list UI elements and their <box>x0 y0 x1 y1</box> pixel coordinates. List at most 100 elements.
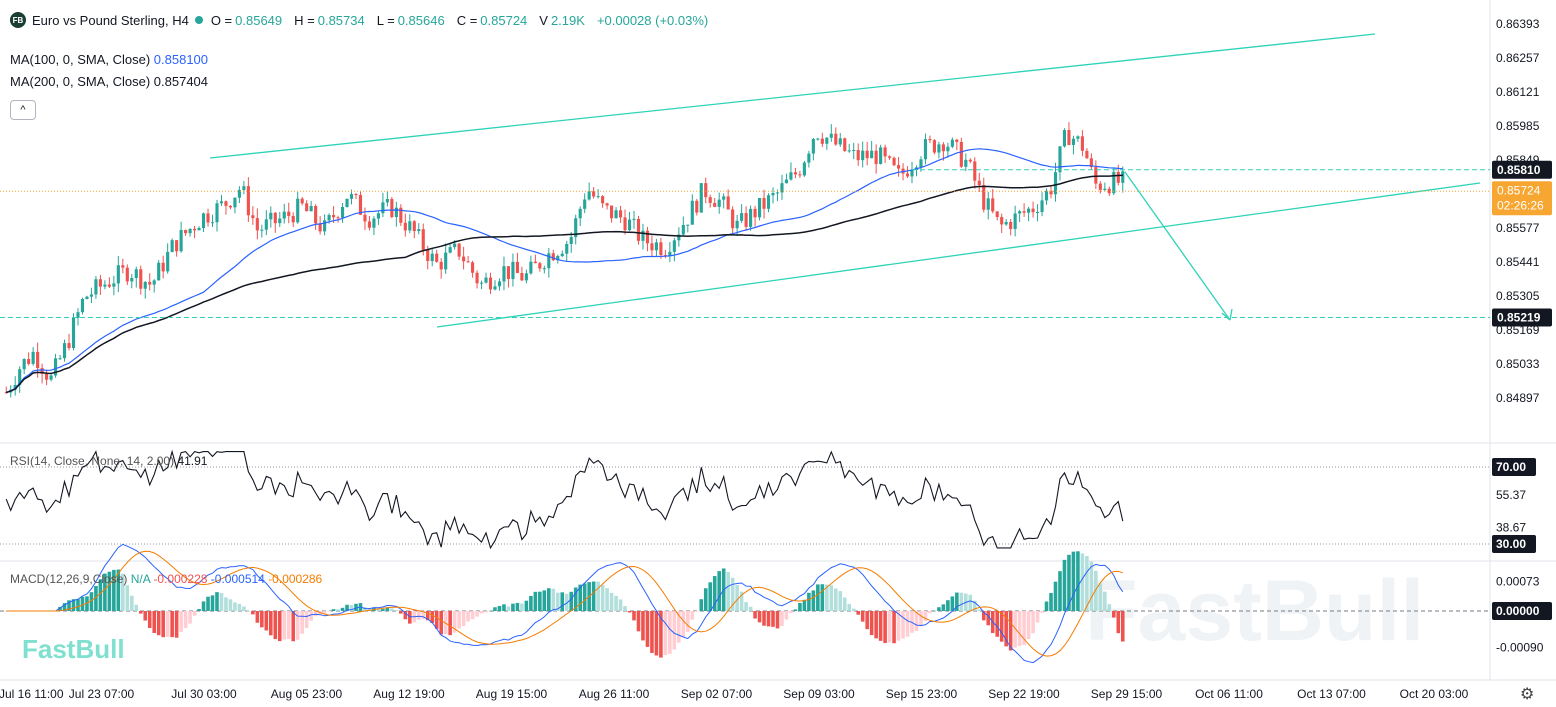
candle-body <box>260 229 264 231</box>
macd-histogram-bar <box>1026 611 1031 640</box>
macd-histogram-bar <box>273 611 278 640</box>
candle-body <box>686 224 690 226</box>
macd-histogram-bar <box>564 593 569 611</box>
candle-body <box>542 268 546 270</box>
time-tick-label: Aug 05 23:00 <box>271 687 343 701</box>
macd-histogram-bar <box>452 611 457 633</box>
time-tick-label: Sep 29 15:00 <box>1091 687 1163 701</box>
macd-histogram-bar <box>775 611 780 629</box>
candle-body <box>623 217 627 231</box>
candle-body <box>1022 211 1026 213</box>
candle-body <box>161 262 165 272</box>
macd-histogram-bar <box>847 603 852 611</box>
macd-histogram-bar <box>484 611 488 613</box>
macd-histogram-bar <box>183 611 188 629</box>
symbol-badge: FB <box>10 12 26 28</box>
candle-body <box>444 252 448 270</box>
candle-body <box>888 156 892 158</box>
macd-histogram-bar <box>479 611 484 614</box>
candle-body <box>291 216 295 223</box>
candle-body <box>412 221 416 232</box>
forecast-arrowhead <box>1221 308 1233 321</box>
candle-body <box>188 228 192 234</box>
candle-body <box>1044 190 1049 201</box>
macd-histogram-bar <box>789 611 793 614</box>
macd-value-1: -0.000228 <box>153 572 208 586</box>
macd-histogram-bar <box>865 611 869 630</box>
candle-body <box>551 253 555 261</box>
candle-body <box>475 272 479 284</box>
macd-tick-label: -0.00090 <box>1496 640 1544 654</box>
macd-histogram-bar <box>941 604 946 611</box>
candle-body <box>816 138 820 140</box>
macd-histogram-bar <box>327 611 331 612</box>
candle-body <box>179 230 183 252</box>
candle-body <box>85 296 89 299</box>
candle-body <box>605 203 609 206</box>
candle-body <box>708 197 712 203</box>
candle-body <box>448 247 452 253</box>
macd-histogram-bar <box>932 610 937 612</box>
macd-histogram-bar <box>600 584 605 611</box>
candle-body <box>76 312 80 318</box>
macd-histogram-bar <box>425 611 430 621</box>
macd-histogram-bar <box>309 611 313 621</box>
macd-histogram-bar <box>690 611 695 620</box>
candle-body <box>744 213 748 227</box>
macd-histogram-bar <box>977 609 982 611</box>
macd-histogram-bar <box>892 611 896 644</box>
candle-body <box>148 281 152 285</box>
macd-histogram-bar <box>874 611 878 639</box>
macd-histogram-bar <box>551 588 556 611</box>
chevron-up-icon[interactable]: ^ <box>10 100 36 120</box>
candle-body <box>349 194 354 199</box>
ma100-legend[interactable]: MA(100, 0, SMA, Close) 0.858100 <box>10 52 208 67</box>
macd-histogram-bar <box>1017 611 1022 647</box>
macd-histogram-bar <box>58 606 62 611</box>
macd-histogram-bar <box>242 606 246 611</box>
candle-body <box>910 170 914 177</box>
market-status-dot <box>194 16 203 24</box>
candle-body <box>668 251 672 256</box>
time-tick-label: Oct 13 07:00 <box>1297 687 1366 701</box>
ma200-legend[interactable]: MA(200, 0, SMA, Close) 0.857404 <box>10 74 208 89</box>
rsi-line <box>5 449 1124 550</box>
macd-histogram-bar <box>291 611 296 642</box>
macd-histogram-bar <box>76 599 80 611</box>
macd-legend[interactable]: MACD(12,26,9,Close) N/A -0.000228 -0.000… <box>10 572 322 586</box>
candle-body <box>1085 150 1089 159</box>
rsi-legend[interactable]: RSI(14, Close, None, 14, 2.00) 41.91 <box>10 454 207 468</box>
macd-histogram-bar <box>636 611 641 632</box>
price-tick-label: 0.84897 <box>1496 391 1540 405</box>
candle-body <box>1121 171 1125 183</box>
candle-body <box>224 201 228 206</box>
candle-body <box>883 147 887 157</box>
macd-histogram-bar <box>654 611 659 656</box>
macd-histogram-bar <box>672 611 677 650</box>
macd-histogram-bar <box>887 611 892 643</box>
macd-histogram-bar <box>883 611 887 644</box>
candle-body <box>67 343 71 349</box>
close-label: C = <box>456 12 478 28</box>
macd-histogram-bar <box>923 611 928 622</box>
macd-histogram-bar <box>161 611 165 638</box>
candle-body <box>699 183 703 213</box>
candle-body <box>439 261 443 270</box>
macd-histogram-bar <box>304 611 309 629</box>
candle-body <box>793 172 797 175</box>
candle-body <box>892 157 896 166</box>
candle-body <box>1089 158 1093 168</box>
candle-body <box>717 199 721 207</box>
macd-histogram-bar <box>107 571 112 611</box>
macd-histogram-bar <box>385 607 390 611</box>
gear-icon[interactable]: ⚙ <box>1520 686 1535 703</box>
macd-histogram-bar <box>807 592 811 611</box>
candle-body <box>309 206 313 212</box>
macd-histogram-bar <box>542 590 547 611</box>
macd-histogram-bar <box>560 592 565 611</box>
macd-histogram-bar <box>121 573 125 611</box>
candle-body <box>296 198 300 223</box>
candle-body <box>1053 172 1058 195</box>
macd-histogram-bar <box>694 611 699 612</box>
